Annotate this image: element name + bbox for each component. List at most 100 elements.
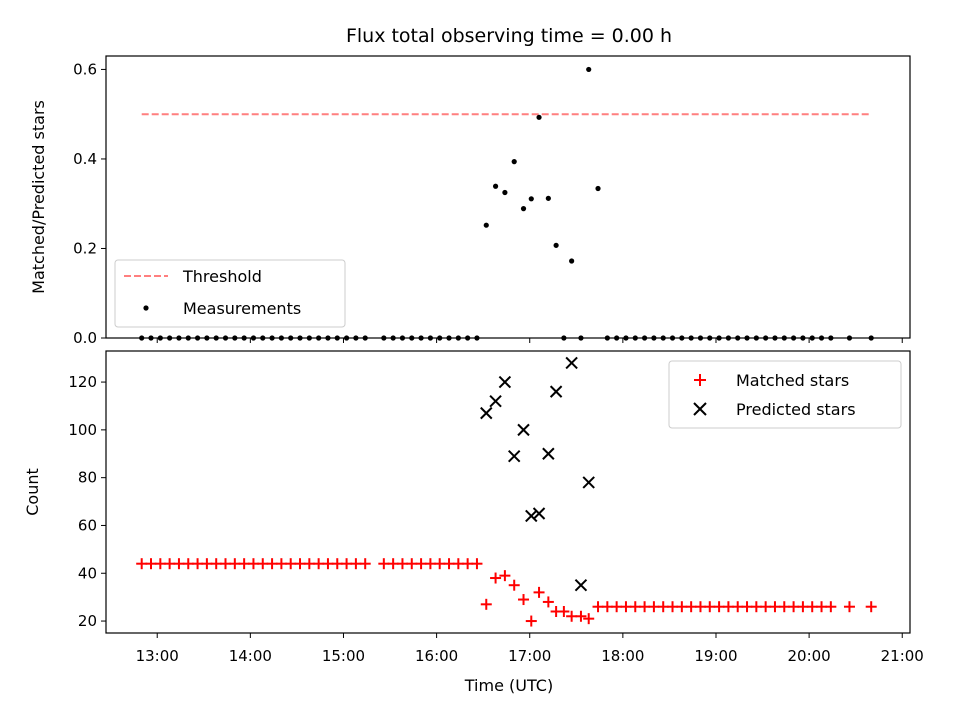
matched-star-point <box>667 601 679 613</box>
measurement-point <box>586 66 592 73</box>
measurement-point <box>604 335 610 341</box>
count-legend-box <box>668 360 902 429</box>
count-legend: Matched stars Predicted stars <box>668 360 902 429</box>
measurement-point <box>427 335 433 341</box>
measurement-point <box>781 335 787 341</box>
matched-star-point <box>285 558 297 570</box>
matched-star-point <box>797 601 809 613</box>
matched-star-point <box>566 610 578 622</box>
matched-star-point <box>257 558 269 570</box>
measurement-point <box>828 335 834 341</box>
ratio-panel: 0.0 0.2 0.4 0.6 Matched/Predicted stars Thr… <box>29 55 911 347</box>
matched-star-point <box>533 586 545 598</box>
matched-star-point <box>525 615 537 627</box>
ratio-legend: Threshold Measurements <box>114 259 346 328</box>
matched-star-point <box>452 558 464 570</box>
matched-star-point <box>825 601 837 613</box>
measurement-point <box>194 335 201 341</box>
measurement-point <box>399 335 406 341</box>
measurement-point <box>716 335 722 341</box>
measurement-point <box>483 222 489 228</box>
matched-star-point <box>816 601 828 613</box>
matched-star-point <box>164 558 176 570</box>
measurement-point <box>553 242 559 248</box>
matched-star-point <box>732 601 744 613</box>
count-axis-ticks: 13:00 14:00 15:00 16:00 17:00 18:00 19:00 20:00… <box>68 373 923 665</box>
x-tick-label: 17:00 <box>508 647 551 665</box>
measurement-point <box>316 335 322 341</box>
measurement-point <box>306 335 312 341</box>
measurement-point <box>474 335 480 341</box>
measurement-point <box>520 206 527 212</box>
matched-star-point <box>415 558 427 570</box>
measurement-point <box>418 335 424 341</box>
measurement-point <box>325 335 331 341</box>
measurement-point <box>148 335 154 341</box>
matched-star-point <box>471 558 483 570</box>
matched-star-point <box>192 558 204 570</box>
predicted-marker-b <box>517 423 530 437</box>
matched-star-point <box>313 558 325 570</box>
measurement-point <box>578 335 584 341</box>
legend-threshold-label: Threshold <box>182 267 262 286</box>
measurement-point <box>511 159 517 165</box>
predicted-marker-b <box>525 509 538 523</box>
measurement-point <box>437 335 443 341</box>
x-tick-label: 13:00 <box>136 647 179 665</box>
measurement-point <box>455 335 461 341</box>
measurement-point <box>763 335 769 341</box>
predicted-marker-b <box>532 507 546 520</box>
predicted-marker-b <box>542 447 555 460</box>
matched-star-point <box>294 558 306 570</box>
count-y-axis-label: Count <box>23 468 42 516</box>
legend-matched-label: Matched stars <box>736 371 849 390</box>
predicted-star-point <box>498 375 512 389</box>
matched-star-point <box>722 601 734 613</box>
x-tick-label: 14:00 <box>229 647 272 665</box>
matched-star-point <box>694 601 706 613</box>
count-y-tick-label: 100 <box>68 421 97 439</box>
matched-star-point <box>182 558 194 570</box>
matched-star-point <box>865 601 877 613</box>
predicted-star-point <box>489 394 502 408</box>
matched-star-point <box>350 558 362 570</box>
matched-star-point <box>331 558 343 570</box>
measurement-point <box>697 335 704 341</box>
measurement-point <box>868 335 874 341</box>
matched-star-point <box>480 598 492 610</box>
measurement-point <box>185 335 191 341</box>
measurement-point <box>343 335 350 341</box>
predicted-marker-b <box>489 394 502 408</box>
measurement-point <box>502 189 508 196</box>
matched-star-point <box>843 601 855 613</box>
predicted-marker-b <box>549 385 563 398</box>
predicted-star-point <box>565 356 578 370</box>
measurement-point <box>632 335 638 341</box>
matched-star-point <box>592 601 604 613</box>
legend-measurements-label: Measurements <box>183 299 301 318</box>
measurement-point <box>176 335 182 341</box>
measurement-point <box>297 335 303 341</box>
ratio-y-tick-label: 0.4 <box>73 150 97 168</box>
matched-star-point <box>676 601 688 613</box>
matched-star-point <box>341 558 353 570</box>
matched-star-point <box>583 613 595 625</box>
measurement-point <box>569 258 575 264</box>
predicted-marker-b <box>480 406 493 420</box>
measurement-point <box>288 335 294 341</box>
chart-title: Flux total observing time = 0.00 h <box>346 25 672 47</box>
measurement-point <box>623 335 629 341</box>
matched-star-point <box>657 601 669 613</box>
matched-star-point <box>518 594 530 606</box>
matched-star-point <box>601 601 613 613</box>
count-y-tick-label: 80 <box>78 469 97 487</box>
ratio-axis-ticks: 0.0 0.2 0.4 0.6 <box>73 60 903 347</box>
predicted-marker-b <box>582 476 595 489</box>
matched-star-point <box>760 601 772 613</box>
matched-star-point <box>629 601 641 613</box>
measurement-point <box>269 335 275 341</box>
matched-star-point <box>685 601 697 613</box>
measurement-point <box>446 335 452 341</box>
matched-star-point <box>229 558 241 570</box>
